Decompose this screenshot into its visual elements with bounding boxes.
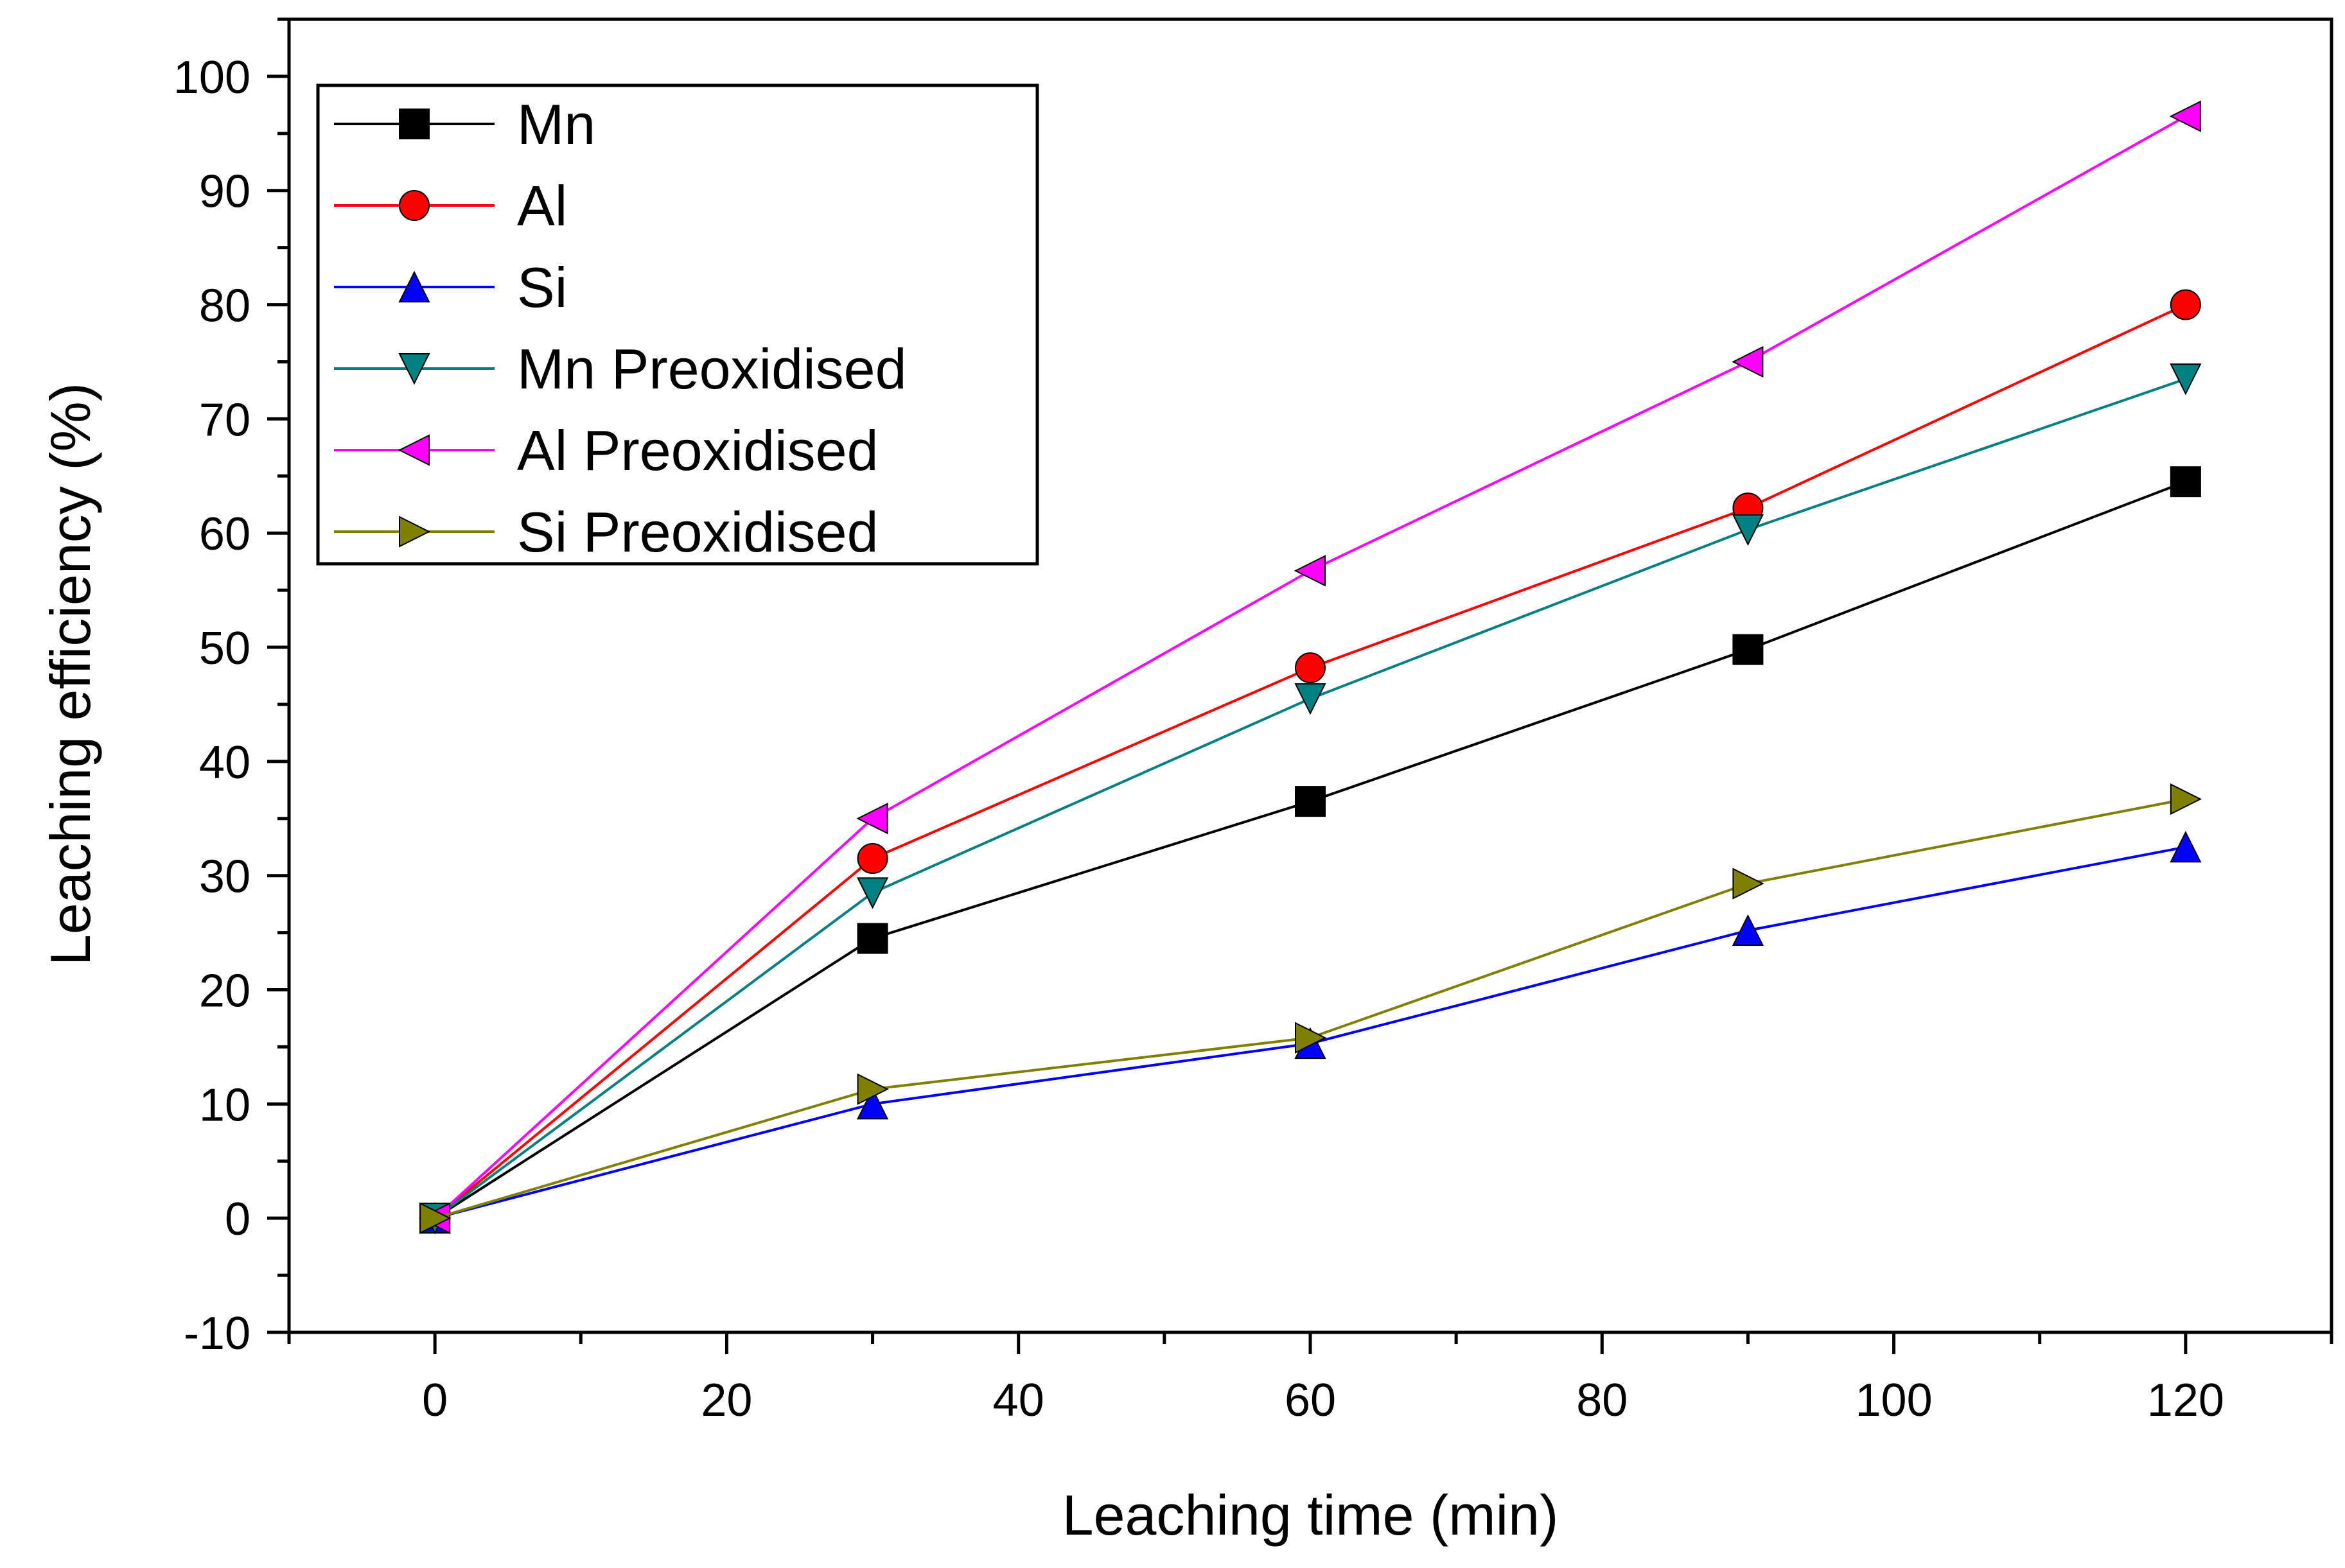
- legend-item-al-preoxidised: Al Preoxidised: [334, 419, 879, 482]
- data-point-mn: [2170, 466, 2201, 498]
- y-tick-label: 10: [199, 1079, 250, 1131]
- series-layer: [418, 100, 2202, 1235]
- legend-label: Si: [517, 256, 567, 319]
- legend-label: Mn: [517, 92, 595, 156]
- data-point-al-preoxidised: [856, 803, 888, 835]
- legend-item-mn: Mn: [334, 92, 595, 156]
- data-point-mn-preoxidised: [856, 877, 889, 909]
- x-tick-label: 40: [993, 1375, 1044, 1426]
- y-axis-title: Leaching efficiency (%): [39, 383, 102, 966]
- legend-item-mn-preoxidised: Mn Preoxidised: [334, 337, 907, 401]
- y-tick-label: 90: [199, 166, 250, 218]
- y-tick-label: 70: [199, 394, 250, 446]
- y-tick-label: -10: [184, 1308, 250, 1359]
- y-tick-label: 30: [199, 851, 250, 903]
- data-point-al: [857, 843, 888, 875]
- series-si-preoxidised: [419, 783, 2202, 1234]
- series-al: [419, 289, 2201, 1234]
- data-point-si: [1732, 914, 1764, 946]
- data-point-si-preoxidised: [419, 1202, 452, 1234]
- legend-box: [316, 83, 1039, 566]
- data-point-si-preoxidised: [857, 1073, 889, 1105]
- x-tick-label: 100: [1856, 1375, 1933, 1426]
- y-tick-label: 100: [173, 52, 250, 103]
- data-point-al-preoxidised: [1732, 345, 1764, 378]
- legend-label: Al: [517, 174, 567, 238]
- legend: Mn Al Si Mn Preoxidised Al Preoxidised Si Pre…: [316, 83, 1039, 566]
- legend-label: Si Preoxidised: [517, 500, 879, 564]
- data-point-al-preoxidised: [1294, 555, 1326, 587]
- x-tick-label: 120: [2147, 1375, 2224, 1426]
- x-tick-label: 0: [422, 1375, 448, 1426]
- data-point-si-preoxidised: [1732, 867, 1764, 900]
- legend-item-si: Si: [334, 256, 567, 319]
- x-tick-label: 80: [1576, 1375, 1628, 1426]
- x-tick-label: 60: [1285, 1375, 1336, 1426]
- data-point-mn: [1732, 634, 1764, 665]
- data-point-mn-preoxidised: [2170, 363, 2202, 396]
- data-point-al-preoxidised: [2169, 100, 2201, 132]
- legend-marker: [398, 270, 430, 302]
- legend-marker: [399, 109, 430, 139]
- data-point-mn: [1295, 786, 1326, 817]
- legend-marker: [399, 516, 431, 548]
- y-tick-label: 0: [225, 1194, 250, 1245]
- y-tick-label: 40: [199, 737, 250, 788]
- y-tick-label: 60: [199, 509, 250, 560]
- data-point-si-preoxidised: [2170, 783, 2202, 815]
- data-point-si: [2170, 831, 2202, 863]
- legend-marker: [398, 353, 430, 385]
- data-point-mn-preoxidised: [1294, 683, 1326, 715]
- data-point-mn: [857, 923, 888, 954]
- data-point-si-preoxidised: [1295, 1022, 1327, 1054]
- x-tick-label: 20: [701, 1375, 752, 1426]
- data-point-al: [2170, 289, 2201, 320]
- legend-label: Mn Preoxidised: [517, 337, 907, 401]
- y-tick-label: 80: [199, 281, 250, 332]
- axis-layer: 0 20 40 60 80 100 120 -10 0 10 20 30 40 50 60 70 80 90 100: [173, 17, 2333, 1426]
- x-axis-title: Leaching time (min): [1062, 1483, 1559, 1547]
- legend-item-al: Al: [334, 174, 567, 238]
- legend-marker: [399, 190, 430, 221]
- legend-marker: [398, 434, 430, 466]
- legend-item-si-preoxidised: Si Preoxidised: [334, 500, 879, 564]
- data-point-mn-preoxidised: [1732, 514, 1764, 546]
- data-point-al: [1295, 652, 1326, 684]
- data-point-si: [856, 1088, 889, 1120]
- y-tick-label: 20: [199, 966, 250, 1017]
- legend-label: Al Preoxidised: [517, 419, 879, 482]
- y-tick-label: 50: [199, 623, 250, 674]
